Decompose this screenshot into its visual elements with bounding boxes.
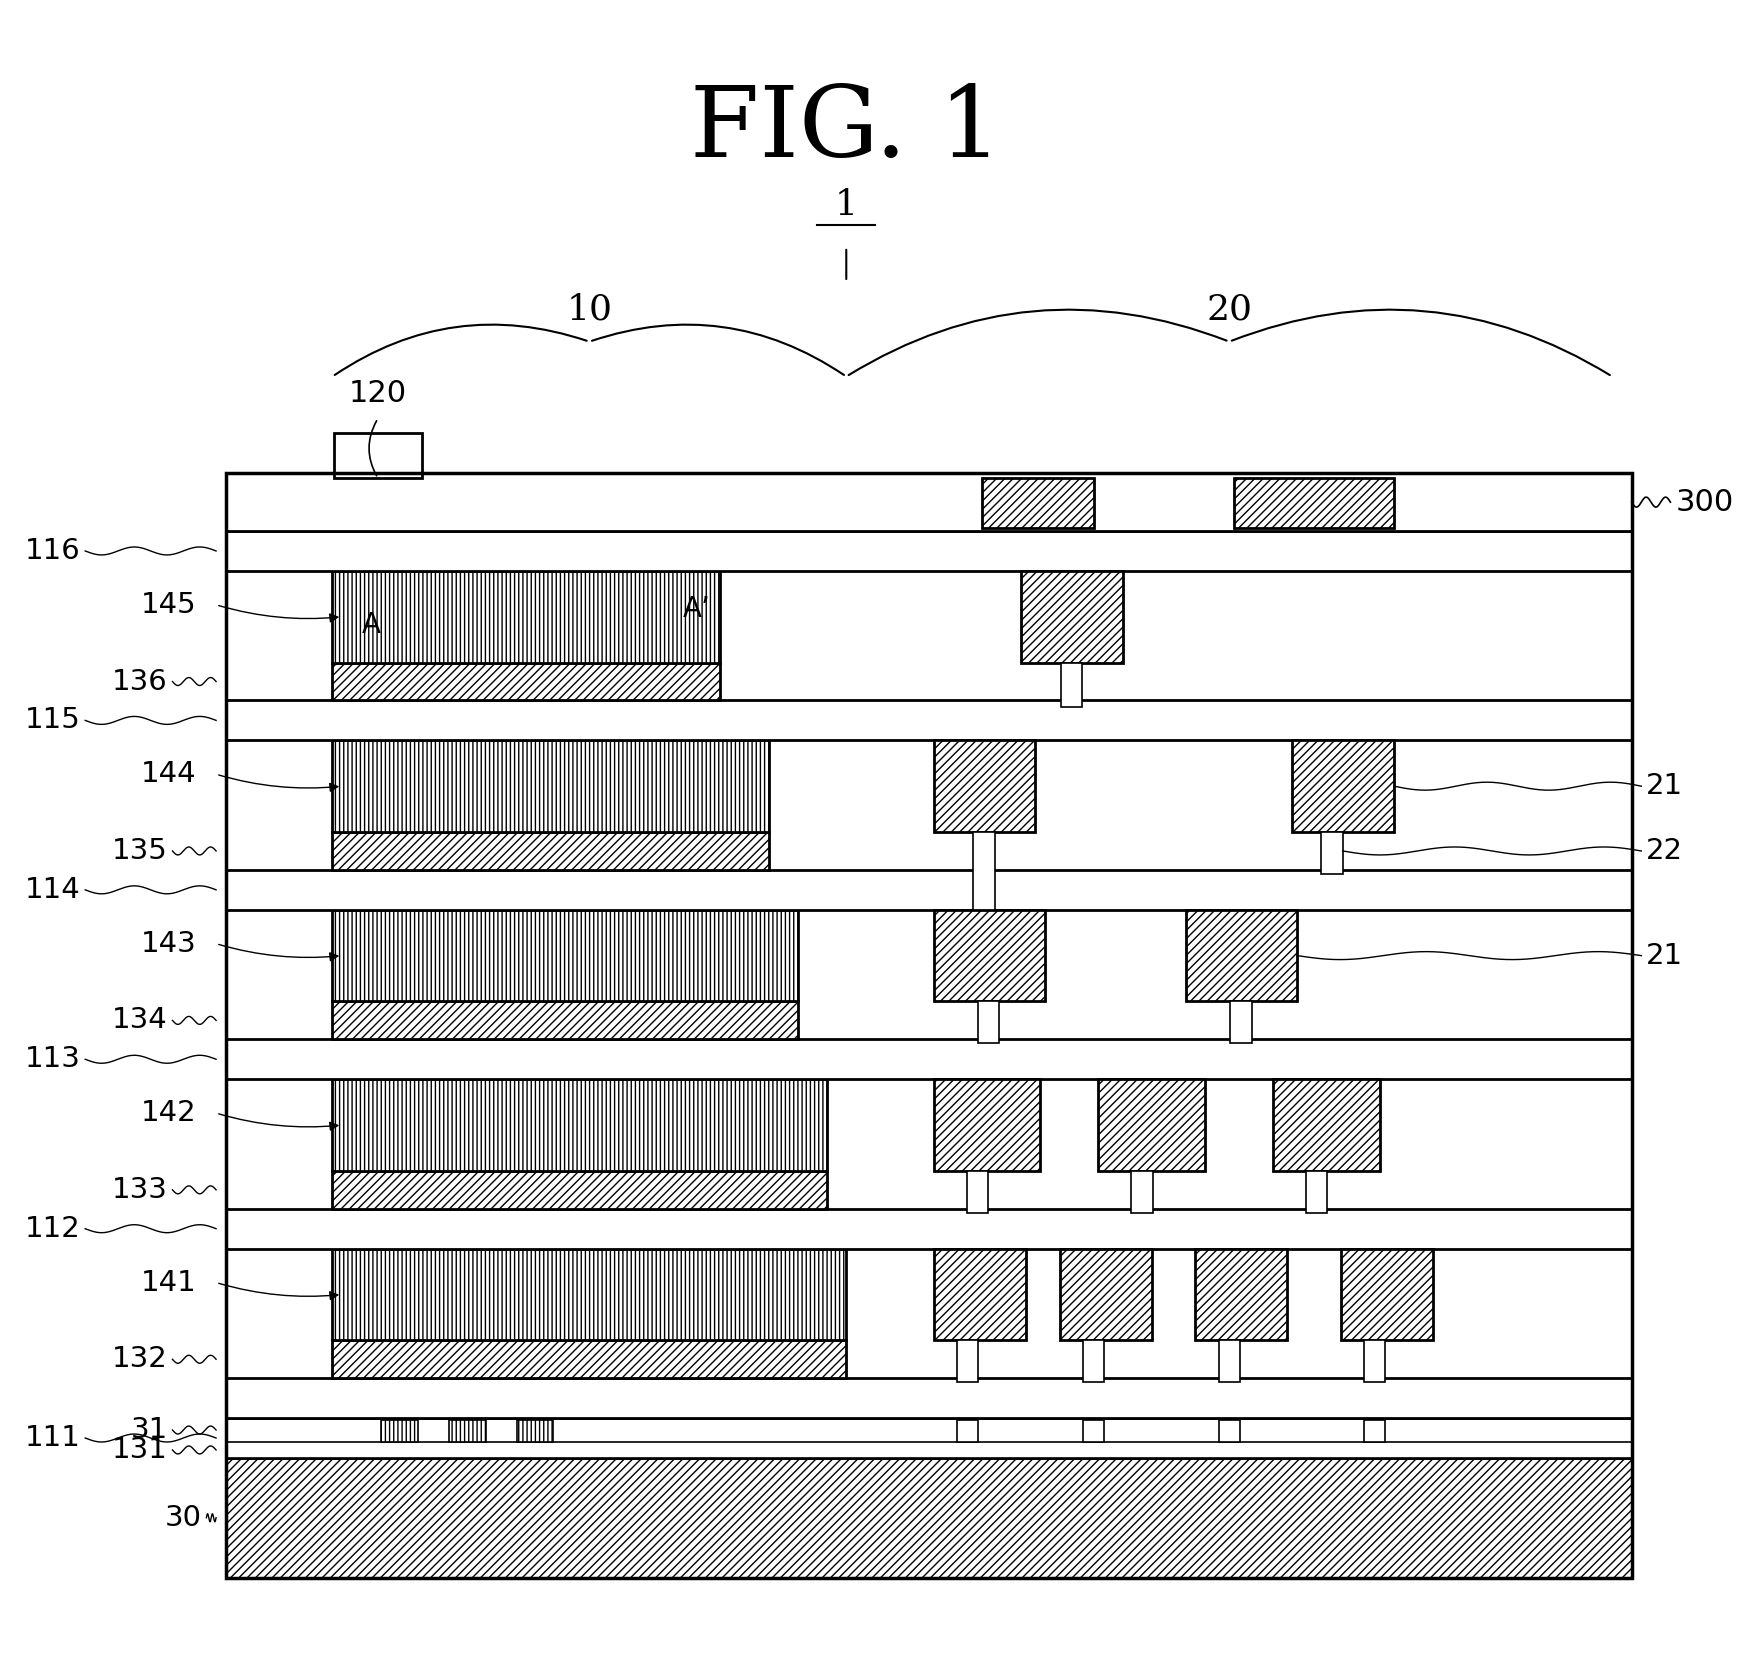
Bar: [974, 832, 995, 911]
Text: 111: 111: [24, 1425, 80, 1451]
Text: 22: 22: [1647, 837, 1683, 864]
Bar: [1021, 571, 1123, 663]
Bar: [332, 1002, 798, 1039]
Text: 145: 145: [141, 591, 197, 619]
Bar: [934, 1248, 1026, 1341]
Bar: [332, 740, 769, 832]
Bar: [1099, 1079, 1205, 1171]
Bar: [1341, 1248, 1433, 1341]
Text: 144: 144: [141, 760, 197, 789]
Bar: [983, 478, 1094, 529]
Bar: [977, 1002, 1000, 1044]
Text: 116: 116: [24, 537, 80, 565]
Bar: [226, 1418, 1631, 1458]
Text: 10: 10: [567, 292, 612, 327]
Bar: [1306, 1171, 1327, 1213]
Bar: [1363, 1341, 1386, 1383]
Text: 143: 143: [141, 930, 197, 958]
Bar: [1083, 1420, 1104, 1441]
Text: A’: A’: [683, 594, 711, 623]
Bar: [956, 1420, 977, 1441]
Text: 21: 21: [1647, 772, 1683, 800]
Text: 115: 115: [24, 706, 80, 735]
Bar: [332, 1341, 847, 1378]
Text: 20: 20: [1207, 292, 1252, 327]
Text: 133: 133: [111, 1176, 167, 1203]
Text: 1: 1: [835, 188, 857, 221]
Bar: [934, 740, 1035, 832]
Bar: [516, 1420, 553, 1441]
Bar: [967, 1171, 988, 1213]
Bar: [1322, 832, 1343, 874]
Text: 31: 31: [130, 1416, 167, 1445]
Bar: [1186, 909, 1297, 1002]
Text: 135: 135: [111, 837, 167, 864]
Text: 131: 131: [111, 1436, 167, 1463]
Bar: [226, 1450, 1631, 1478]
Bar: [226, 1458, 1631, 1577]
Bar: [334, 433, 421, 478]
Bar: [1219, 1420, 1240, 1441]
Bar: [1292, 740, 1395, 832]
Text: 142: 142: [141, 1099, 197, 1128]
Bar: [1059, 1248, 1151, 1341]
Text: 134: 134: [111, 1007, 167, 1034]
Bar: [226, 473, 1631, 530]
Bar: [226, 530, 1631, 571]
Bar: [226, 1208, 1631, 1248]
Bar: [1273, 1079, 1379, 1171]
Text: 132: 132: [111, 1346, 167, 1373]
Text: 113: 113: [24, 1045, 80, 1074]
Bar: [449, 1420, 485, 1441]
Bar: [226, 869, 1631, 909]
Bar: [226, 1378, 1631, 1418]
Bar: [1132, 1171, 1153, 1213]
Text: A: A: [362, 611, 381, 639]
Text: 120: 120: [350, 379, 407, 408]
Bar: [934, 909, 1045, 1002]
Bar: [1229, 1002, 1252, 1044]
Text: 300: 300: [1675, 488, 1734, 517]
Bar: [226, 1039, 1631, 1079]
Bar: [332, 663, 720, 700]
Text: 21: 21: [1647, 941, 1683, 970]
Bar: [1235, 478, 1395, 529]
Bar: [332, 909, 798, 1002]
Text: 30: 30: [165, 1503, 202, 1532]
Bar: [332, 1248, 847, 1341]
Bar: [226, 1441, 1631, 1458]
Bar: [1363, 1420, 1386, 1441]
Bar: [332, 832, 769, 869]
Bar: [934, 1079, 1040, 1171]
Bar: [1061, 663, 1082, 708]
Bar: [956, 1341, 977, 1383]
Text: 114: 114: [24, 876, 80, 904]
Bar: [381, 1420, 417, 1441]
Bar: [332, 1079, 826, 1171]
Bar: [1083, 1341, 1104, 1383]
Bar: [226, 1478, 1631, 1577]
Bar: [1195, 1248, 1287, 1341]
Text: 141: 141: [141, 1269, 197, 1297]
Bar: [1219, 1341, 1240, 1383]
Bar: [332, 1171, 826, 1208]
Text: FIG. 1: FIG. 1: [690, 82, 1002, 178]
Bar: [226, 700, 1631, 740]
Text: 136: 136: [111, 668, 167, 695]
Text: 112: 112: [24, 1215, 80, 1243]
Bar: [226, 473, 1631, 1577]
Bar: [332, 571, 720, 663]
